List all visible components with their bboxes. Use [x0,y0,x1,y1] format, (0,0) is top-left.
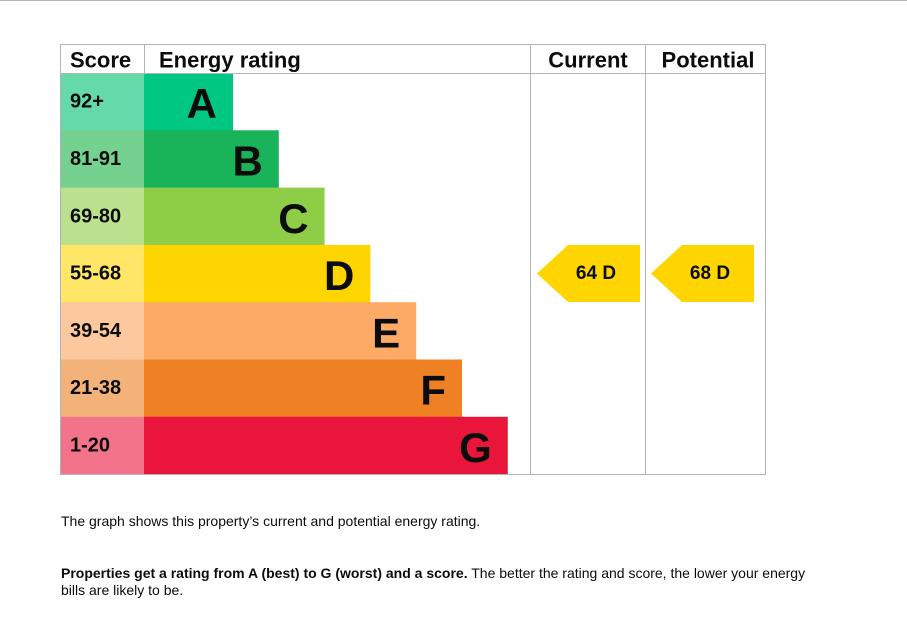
header-potential: Potential [662,48,755,73]
score-label: 55-68 [70,263,121,285]
explanation: The graph shows this property’s current … [61,513,481,529]
rating-bar [144,187,325,246]
score-label: 39-54 [70,320,122,342]
potential-label: 68 D [690,263,730,284]
rating-bar [144,244,371,303]
current-arrow [537,245,640,302]
header-current: Current [548,48,628,73]
score-cell [60,244,144,303]
band-letter: E [372,309,400,356]
header-score: Score [70,48,131,73]
score-label: 21-38 [70,377,121,399]
rating-bar [144,130,279,189]
explanation-2: Properties get a rating from A (best) to… [61,565,821,599]
rating-bar [144,302,417,360]
explanation-rest: The better the rating and score, the low… [61,565,806,598]
rating-bar [144,416,508,475]
rating-bar [144,359,462,418]
potential-arrow [651,245,754,302]
rows: 92+ A 81-91 B 69-80 C 55-68 D 39-54 E 21-38 F 1-20 G [60,73,508,475]
band-letter: B [232,137,262,184]
band-letter: A [187,80,217,127]
score-cell [60,187,144,246]
score-label: 69-80 [70,205,121,227]
band-letter: F [420,367,446,414]
score-label: 81-91 [70,148,121,170]
band-letter: D [324,252,354,299]
score-cell [60,416,144,475]
rating-bar [144,73,233,131]
grid [60,44,766,475]
band-letter: G [459,424,492,471]
score-label: 92+ [70,91,104,113]
score-cell [60,302,144,360]
score-cell [60,73,144,131]
score-cell [60,130,144,189]
score-cell [60,359,144,418]
header-rating: Energy rating [159,48,301,73]
band-letter: C [278,195,308,242]
current-label: 64 D [576,263,616,284]
explanation-bold: Properties get a rating from A (best) to… [61,565,468,581]
score-label: 1-20 [70,434,110,456]
